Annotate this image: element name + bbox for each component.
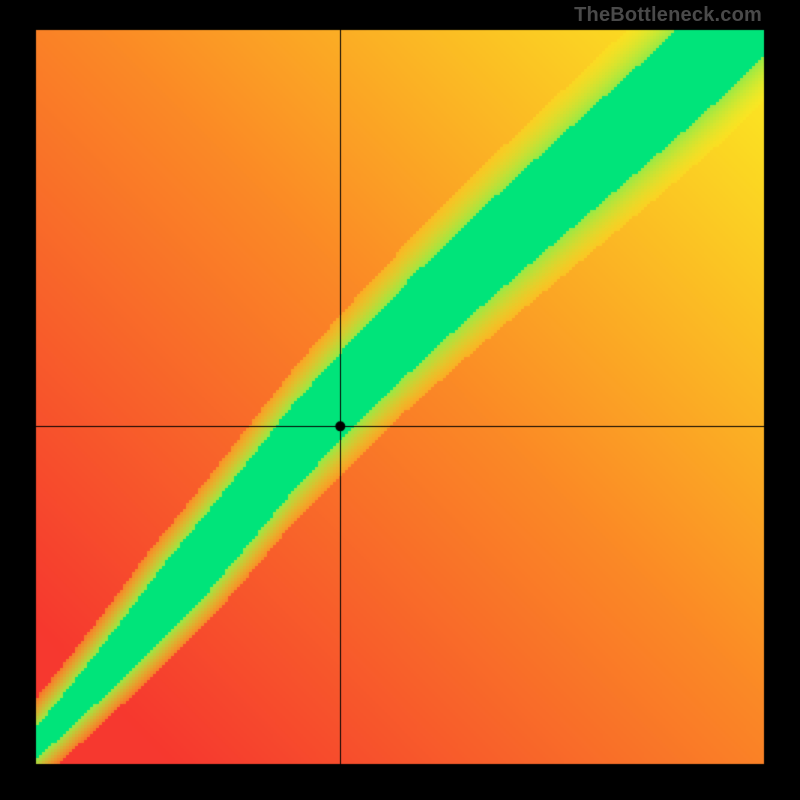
watermark-text: TheBottleneck.com (574, 4, 762, 27)
bottleneck-heatmap (0, 0, 800, 800)
chart-container: TheBottleneck.com (0, 0, 800, 800)
